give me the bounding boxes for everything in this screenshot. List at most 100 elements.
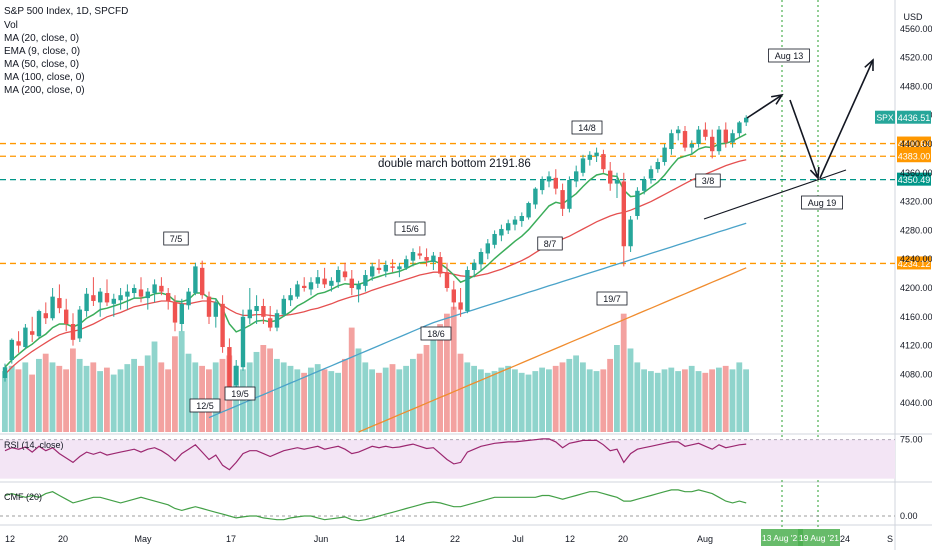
candle: [635, 187, 640, 220]
candle: [444, 262, 450, 292]
annotation-label: 19/5: [231, 389, 249, 399]
legend-ma200: MA (200, close, 0): [4, 85, 85, 96]
annotation-box: [596, 291, 628, 306]
price-tick: 4480.00: [900, 81, 932, 91]
legend-vol: Vol: [4, 20, 18, 31]
time-highlight-badge: [761, 529, 803, 546]
volume-bar: [403, 365, 409, 432]
volume-bar: [348, 327, 355, 432]
candle: [404, 255, 409, 270]
candle-body: [438, 257, 443, 274]
volume-series: [2, 306, 749, 432]
candle-body: [370, 266, 375, 277]
annotation-label: 14/8: [578, 123, 596, 133]
candle: [227, 338, 232, 393]
volume-bar: [274, 358, 280, 432]
candle-body: [424, 257, 429, 261]
volume-bar: [648, 371, 654, 432]
candle-body: [84, 293, 89, 312]
candle-body: [172, 302, 178, 323]
arrow-head: [771, 93, 784, 105]
arrow-head: [864, 58, 874, 72]
spx-name: SPX: [876, 113, 893, 123]
volume-bar: [627, 348, 634, 432]
candle-body: [716, 129, 722, 152]
rsi-level-tick: 75.00: [900, 435, 923, 445]
volume-bar: [444, 313, 450, 432]
candle: [329, 277, 334, 292]
cmf-pane: CMF (20) 0.00: [0, 489, 918, 522]
volume-bar: [260, 345, 267, 432]
time-tick: 17: [226, 534, 236, 544]
volume-bar: [675, 371, 681, 432]
cmf-line: [4, 489, 747, 522]
volume-bar: [2, 371, 8, 432]
candle: [213, 298, 218, 328]
volume-bar: [321, 369, 328, 432]
candle: [70, 313, 76, 346]
candle: [546, 171, 552, 188]
volume-bar: [498, 367, 505, 432]
legend-ma50: MA (50, close, 0): [4, 59, 79, 70]
annotation-box: [571, 120, 603, 135]
candle: [336, 266, 341, 288]
time-tick: 22: [450, 534, 460, 544]
candle: [682, 126, 688, 152]
candle: [506, 219, 511, 234]
candle: [376, 259, 382, 274]
candle-body: [540, 180, 545, 191]
volume-bar: [8, 365, 15, 432]
candle-body: [363, 275, 368, 286]
candle-body: [166, 293, 171, 301]
candle: [363, 270, 368, 292]
time-tick: 20: [618, 534, 628, 544]
candle-body: [635, 190, 640, 216]
candle: [295, 280, 300, 299]
volume-bar: [90, 362, 97, 432]
volume-bar: [294, 369, 301, 432]
candle-body: [601, 154, 606, 170]
candle: [614, 172, 620, 198]
price-tick: 4240.00: [900, 254, 932, 264]
spx-value: 4436.51: [898, 113, 931, 123]
candle-body: [50, 296, 55, 319]
spx-value-badge: [897, 110, 931, 124]
volume-bar: [124, 364, 131, 432]
candle: [519, 212, 524, 227]
arrow-shaft: [746, 94, 783, 119]
candle-body: [485, 243, 490, 254]
candle: [642, 176, 647, 195]
candle: [662, 144, 667, 166]
candle-body: [308, 282, 314, 290]
candle-body: [383, 264, 388, 272]
volume-bar: [634, 362, 641, 432]
candle-body: [220, 303, 225, 348]
candle: [390, 259, 395, 273]
annotation-label: Aug 13: [775, 51, 804, 61]
arrow-shaft: [819, 59, 874, 179]
time-tick: 12: [565, 534, 575, 544]
volume-bar: [688, 365, 695, 432]
candle: [84, 288, 89, 317]
price-tick: 4320.00: [900, 197, 932, 207]
candle: [288, 288, 293, 306]
candle-body: [349, 278, 354, 288]
volume-bar: [396, 369, 403, 432]
volume-bar: [450, 306, 457, 432]
candle-body: [138, 289, 144, 297]
candle: [485, 239, 490, 260]
candle-body: [526, 203, 531, 218]
volume-bar: [29, 374, 35, 432]
candle: [730, 129, 735, 148]
candle: [458, 288, 463, 317]
volume-bar: [546, 369, 552, 432]
candle-body: [132, 288, 137, 294]
volume-bar: [151, 341, 158, 432]
candle-body: [560, 190, 565, 209]
candle-body: [546, 176, 552, 182]
volume-bar: [464, 362, 471, 432]
price-tick: 4120.00: [900, 341, 932, 351]
candle-body: [288, 295, 293, 301]
candle-body: [458, 302, 463, 310]
